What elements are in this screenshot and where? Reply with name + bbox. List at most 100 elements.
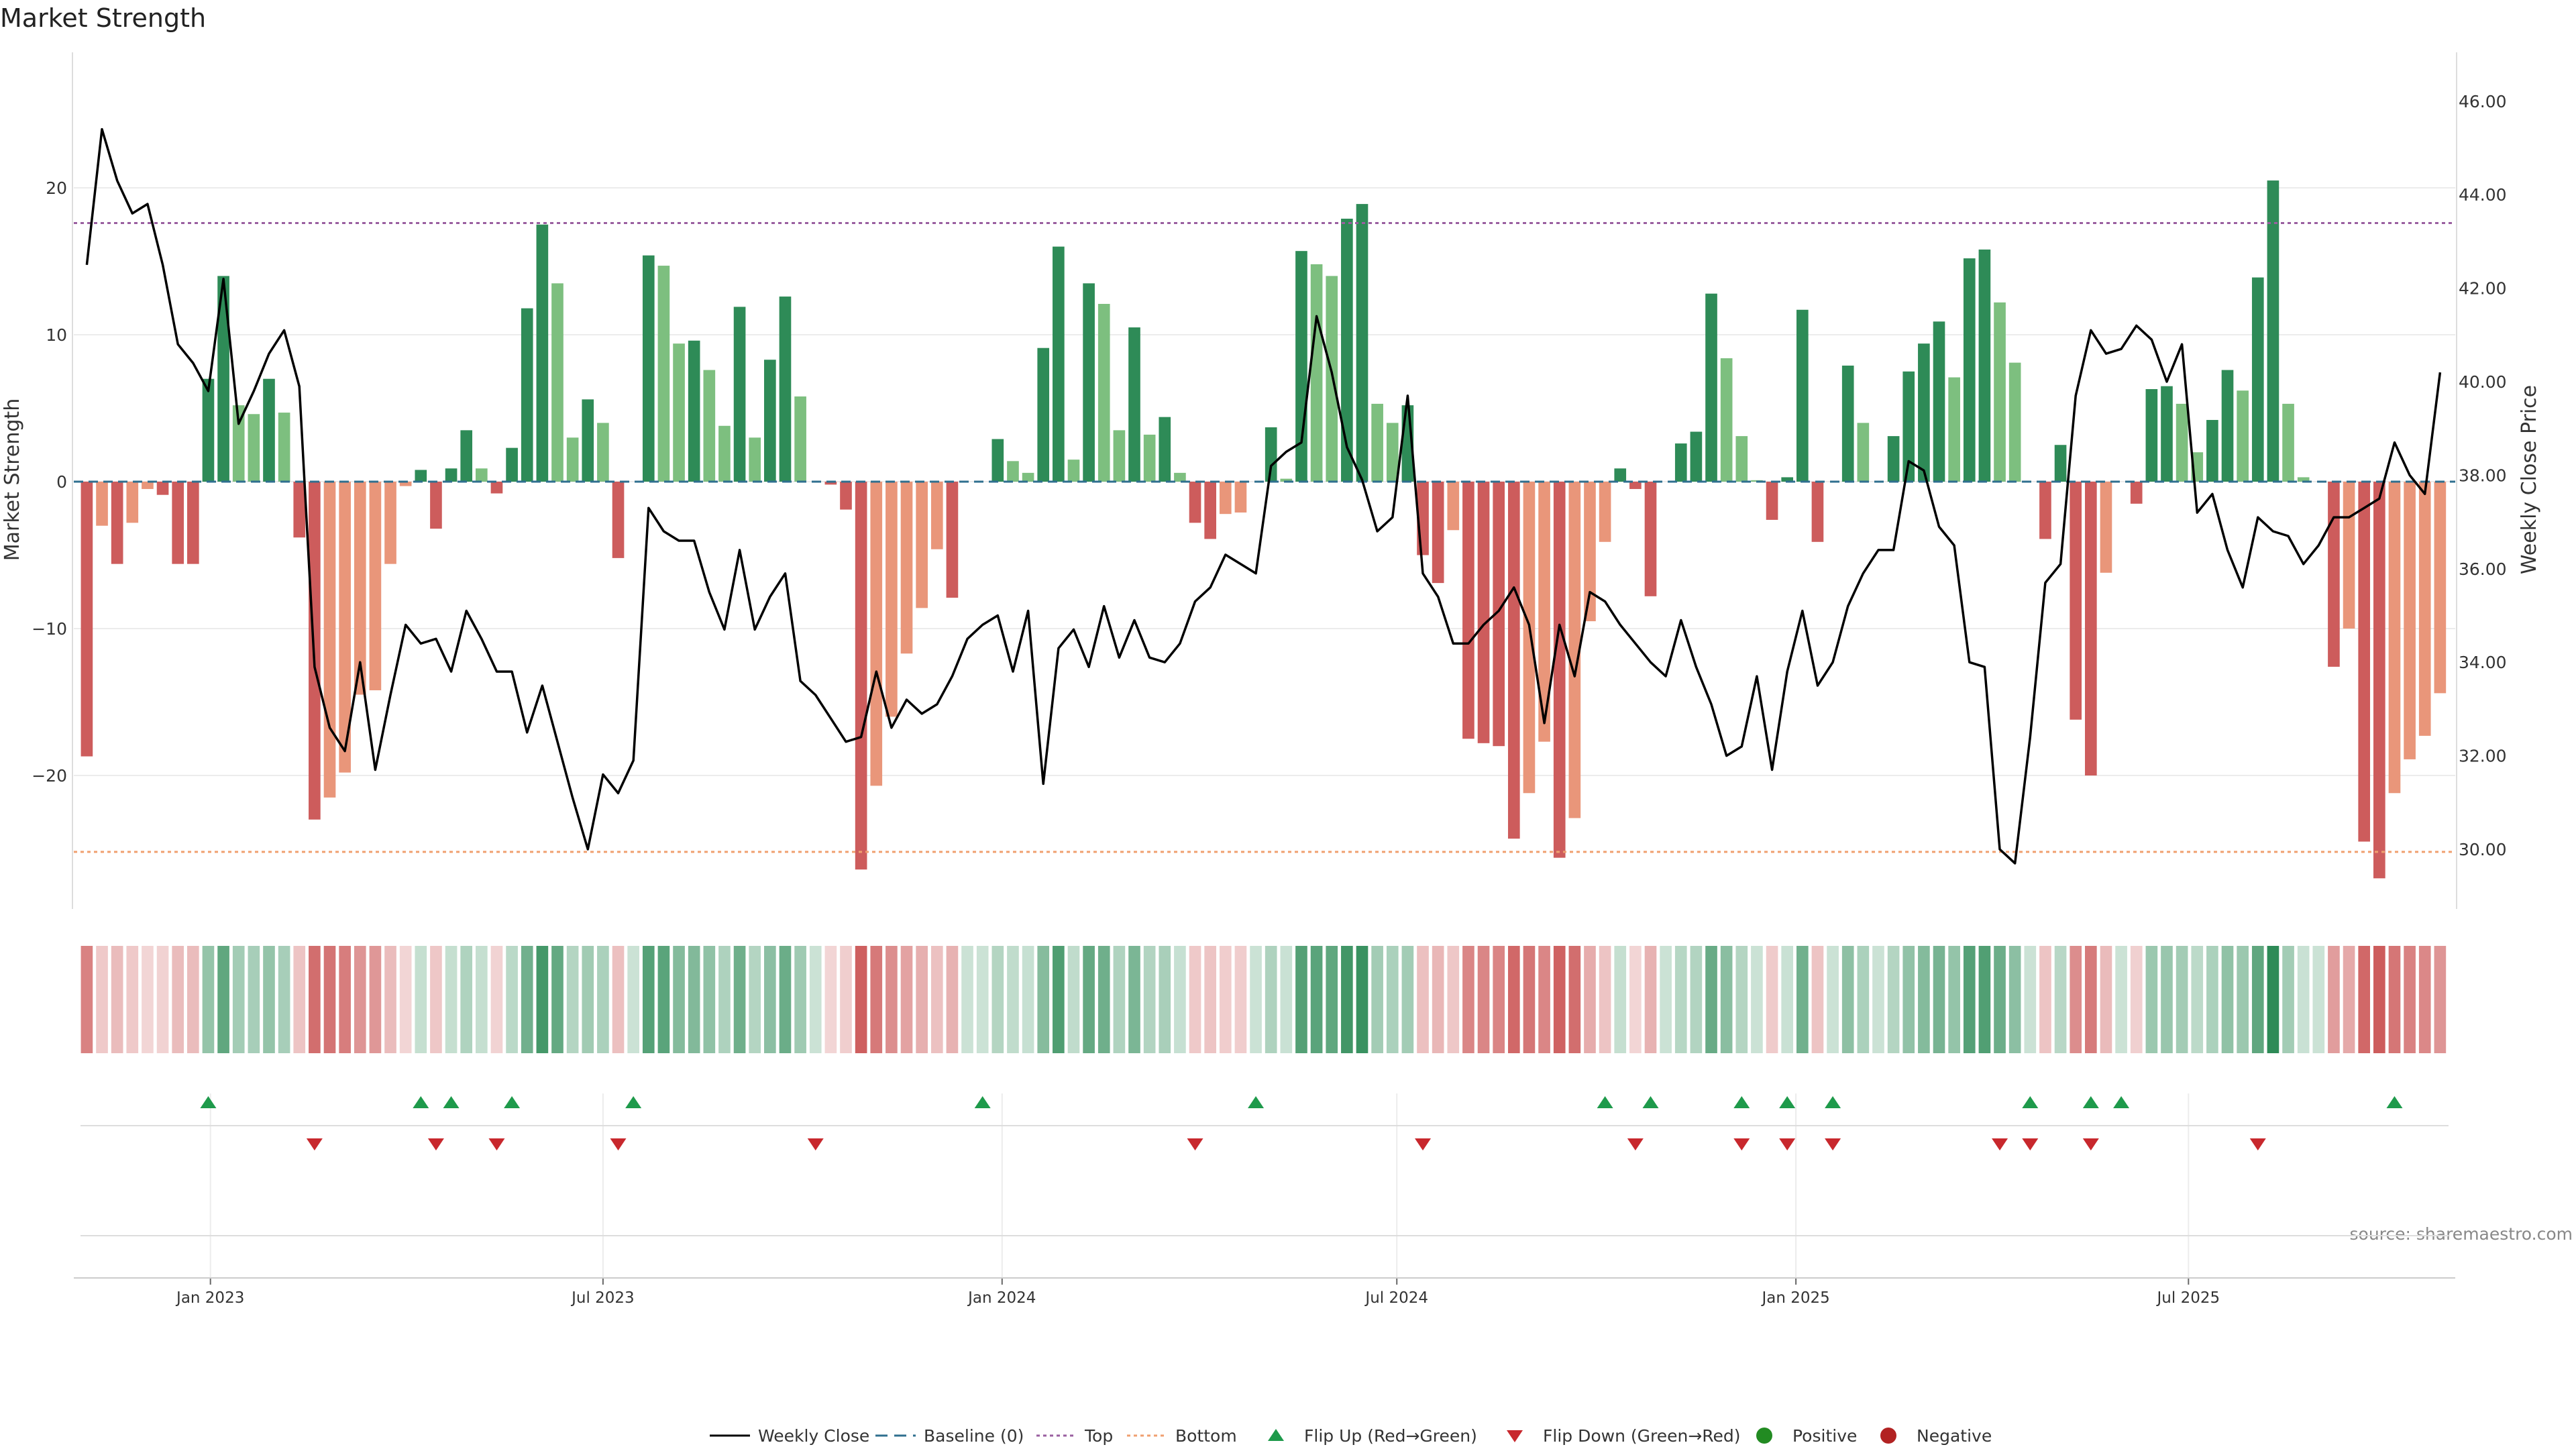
heat-cell [2418,946,2431,1053]
strength-bar [2161,386,2173,482]
strength-bar [1432,482,1444,584]
heat-cell [2434,946,2447,1053]
heat-cell [2161,946,2173,1053]
heat-cell [2221,946,2234,1053]
strength-bar [1553,482,1566,858]
heat-cell [1007,946,1019,1053]
y-tick-right: 34.00 [2459,653,2507,672]
y-tick-left: −20 [32,766,67,786]
flip-down-marker [1187,1138,1203,1150]
axes: −20 −10 0 10 20 30.00 32.00 34.00 36.00 38.00 40.0… [32,52,2507,1307]
heat-cell [2054,946,2067,1053]
flip-down-marker [610,1138,627,1150]
strength-bar [2358,482,2371,842]
strength-bar [991,439,1004,482]
heat-cell [855,946,867,1053]
heat-cell [2024,946,2037,1053]
x-tick-label: Jul 2023 [570,1289,635,1307]
heat-cell [566,946,579,1053]
flip-down-marker [427,1138,444,1150]
flip-up-marker [1825,1096,1841,1108]
strength-bar [430,482,442,529]
heat-cell [1523,946,1536,1053]
heat-cell [263,946,275,1053]
heat-cell [1447,946,1460,1053]
heat-cell [2206,946,2218,1053]
strength-bar [384,482,396,564]
strength-bar [885,482,898,717]
strength-bar [946,482,959,598]
heat-cell [597,946,609,1053]
strength-bar [248,414,260,482]
heat-cell [1690,946,1703,1053]
y-tick-left: −10 [32,619,67,639]
strength-bar [1174,472,1186,482]
strength-bars [80,180,2447,879]
strength-bar [1356,204,1368,482]
heat-cell [582,946,594,1053]
y-tick-left: 20 [46,178,67,198]
heat-cell [2358,946,2371,1053]
heat-cell [1053,946,1065,1053]
strength-bar [1371,403,1383,482]
legend-symbol-flip-down [1507,1430,1523,1442]
heat-cell [536,946,549,1053]
heat-cell [1295,946,1307,1053]
strength-bar [96,482,108,526]
strength-bar [1857,423,1870,482]
flip-down-marker [1627,1138,1644,1150]
heat-cell [1507,946,1520,1053]
heat-cell [1811,946,1824,1053]
heat-cell [1477,946,1490,1053]
strength-bar [2070,482,2082,720]
strength-bar [794,396,806,482]
heat-cell [2282,946,2294,1053]
strength-bar [657,266,670,482]
heat-cell [1766,946,1778,1053]
strength-bar [1690,431,1703,482]
heat-cell [961,946,973,1053]
heat-cell [1341,946,1353,1053]
heat-cell [1933,946,1945,1053]
heat-cell [186,946,199,1053]
strength-bar [2008,362,2021,482]
reference-lines [74,222,2455,853]
heat-cell [521,946,533,1053]
heat-cell [1599,946,1611,1053]
strength-bar [2251,277,2264,482]
heat-cell [430,946,442,1053]
heat-cell [1963,946,1976,1053]
strength-bar [1159,417,1171,482]
x-tick-label: Jul 2025 [2156,1289,2220,1307]
heat-cell [1462,946,1474,1053]
strength-bar [2039,482,2051,539]
flip-down-marker [2249,1138,2266,1150]
heat-cell [354,946,366,1053]
heat-cell [688,946,700,1053]
flip-up-marker [413,1096,429,1108]
heat-cell [612,946,625,1053]
strength-bar [566,437,579,482]
strength-bar [718,425,731,482]
strength-bar [490,482,503,494]
heat-cell [1326,946,1338,1053]
flip-down-marker [1825,1138,1841,1150]
heat-cell [2251,946,2264,1053]
strength-bar [2176,403,2188,482]
strength-bar [80,482,93,757]
heat-cell [399,946,412,1053]
heat-cell [172,946,184,1053]
heat-cell [506,946,518,1053]
heat-cell [1629,946,1642,1053]
strength-bar [642,255,655,482]
strength-bar [232,405,245,482]
strength-bar [1507,482,1520,839]
heat-cell [490,946,503,1053]
heat-cell [1553,946,1566,1053]
heat-cell [2237,946,2249,1053]
heat-cell [1781,946,1794,1053]
flip-up-marker [200,1096,217,1108]
strength-bar [1994,302,2006,482]
strength-bar [2130,482,2143,504]
heat-cell [1022,946,1034,1053]
